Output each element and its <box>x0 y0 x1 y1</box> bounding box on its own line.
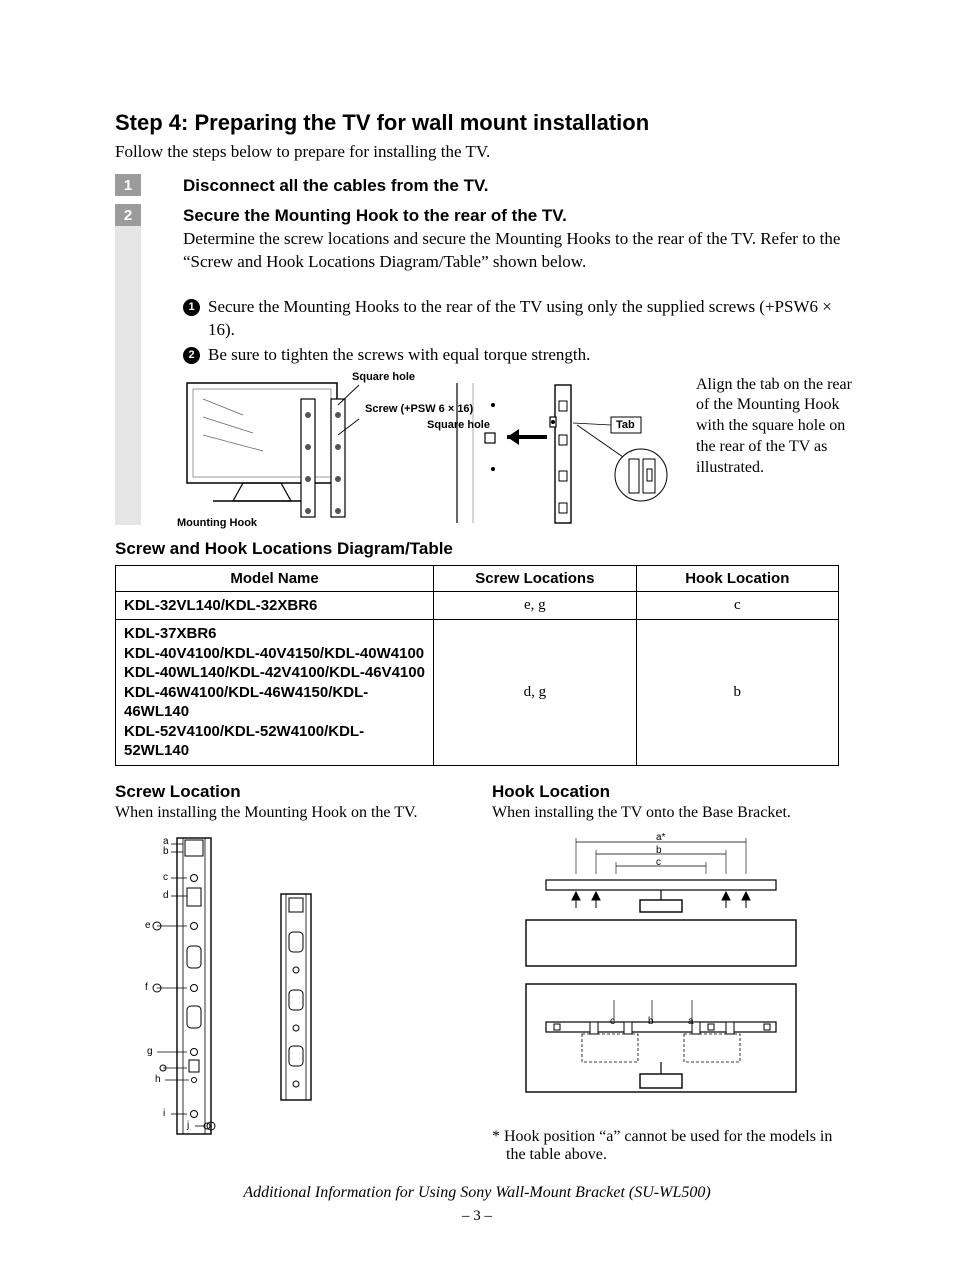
intro-text: Follow the steps below to prepare for in… <box>115 142 839 162</box>
label-screw: Screw (+PSW 6 × 16) <box>365 403 415 415</box>
page-number: – 3 – <box>115 1208 839 1225</box>
tab-align-svg <box>427 375 682 525</box>
step-1-number: 1 <box>115 174 141 196</box>
step-2-heading: Secure the Mounting Hook to the rear of … <box>183 206 861 226</box>
letter-i: i <box>163 1108 165 1119</box>
cell-screw-0: e, g <box>434 591 636 620</box>
step-title: Step 4: Preparing the TV for wall mount … <box>115 110 839 136</box>
bullet-2-text: Be sure to tighten the screws with equal… <box>208 344 590 367</box>
page: Step 4: Preparing the TV for wall mount … <box>0 0 954 1285</box>
cell-hook-1: b <box>636 620 838 766</box>
diagram-row: Square hole Screw (+PSW 6 × 16) Mounting… <box>183 375 861 525</box>
hook-loc-sub: When installing the TV onto the Base Bra… <box>492 804 839 822</box>
tv-rear-svg <box>183 375 413 525</box>
screw-loc-title: Screw Location <box>115 782 462 802</box>
bullet-1: 1 Secure the Mounting Hooks to the rear … <box>183 296 861 342</box>
letter-j: j <box>187 1120 189 1131</box>
cell-screw-1: d, g <box>434 620 636 766</box>
locations-table: Model Name Screw Locations Hook Location… <box>115 565 839 766</box>
th-screw: Screw Locations <box>434 565 636 591</box>
cell-model-0: KDL-32VL140/KDL-32XBR6 <box>116 591 434 620</box>
letter-b: b <box>163 846 169 857</box>
hook-loc-title: Hook Location <box>492 782 839 802</box>
document-footer: Additional Information for Using Sony Wa… <box>115 1184 839 1202</box>
location-diagrams: Screw Location When installing the Mount… <box>115 778 839 1164</box>
letter-d: d <box>163 890 169 901</box>
bot-letter-a: a <box>688 1016 694 1027</box>
th-model: Model Name <box>116 565 434 591</box>
letter-h: h <box>155 1074 161 1085</box>
diagram-tv-rear: Square hole Screw (+PSW 6 × 16) Mounting… <box>183 375 413 525</box>
step-2-text: Determine the screw locations and secure… <box>183 228 861 274</box>
step-1-heading: Disconnect all the cables from the TV. <box>183 176 839 196</box>
table-row: KDL-32VL140/KDL-32XBR6 e, g c <box>116 591 839 620</box>
bullet-2-num: 2 <box>183 347 200 364</box>
align-instruction: Align the tab on the rear of the Mountin… <box>696 375 861 479</box>
label-square-hole-2: Square hole <box>427 419 473 431</box>
bullet-1-text: Secure the Mounting Hooks to the rear of… <box>208 296 861 342</box>
hook-footnote: * Hook position “a” cannot be used for t… <box>492 1128 839 1164</box>
letter-e: e <box>145 920 151 931</box>
top-letter-b: b <box>656 845 662 856</box>
step-1-row: 1 Disconnect all the cables from the TV. <box>115 174 839 198</box>
label-mounting-hook: Mounting Hook <box>177 517 257 529</box>
label-tab: Tab <box>616 419 635 431</box>
hook-diagram: a* b c c b a <box>492 830 839 1120</box>
table-row: KDL-37XBR6 KDL-40V4100/KDL-40V4150/KDL-4… <box>116 620 839 766</box>
screw-diagram: a b c d e f g h i j <box>115 830 462 1140</box>
letter-g: g <box>147 1046 153 1057</box>
step-2-row: 2 Secure the Mounting Hook to the rear o… <box>115 204 839 525</box>
bullet-2: 2 Be sure to tighten the screws with equ… <box>183 344 861 367</box>
step-2-number: 2 <box>115 204 141 226</box>
label-square-hole: Square hole <box>352 371 415 383</box>
letter-f: f <box>145 982 148 993</box>
hook-diagram-svg <box>492 830 832 1120</box>
letter-c: c <box>163 872 168 883</box>
bot-letter-c: c <box>610 1016 615 1027</box>
bot-letter-b: b <box>648 1016 654 1027</box>
screw-loc-sub: When installing the Mounting Hook on the… <box>115 804 462 822</box>
th-hook: Hook Location <box>636 565 838 591</box>
step-2-sidebar: 2 <box>115 204 141 525</box>
top-letter-c: c <box>656 857 661 868</box>
screw-location-col: Screw Location When installing the Mount… <box>115 778 462 1164</box>
cell-hook-0: c <box>636 591 838 620</box>
diagram-tab-align: Square hole Tab <box>427 375 682 525</box>
table-section-title: Screw and Hook Locations Diagram/Table <box>115 539 839 559</box>
hook-location-col: Hook Location When installing the TV ont… <box>492 778 839 1164</box>
cell-model-1: KDL-37XBR6 KDL-40V4100/KDL-40V4150/KDL-4… <box>116 620 434 766</box>
top-letter-a: a* <box>656 832 665 843</box>
bullet-1-num: 1 <box>183 299 200 316</box>
